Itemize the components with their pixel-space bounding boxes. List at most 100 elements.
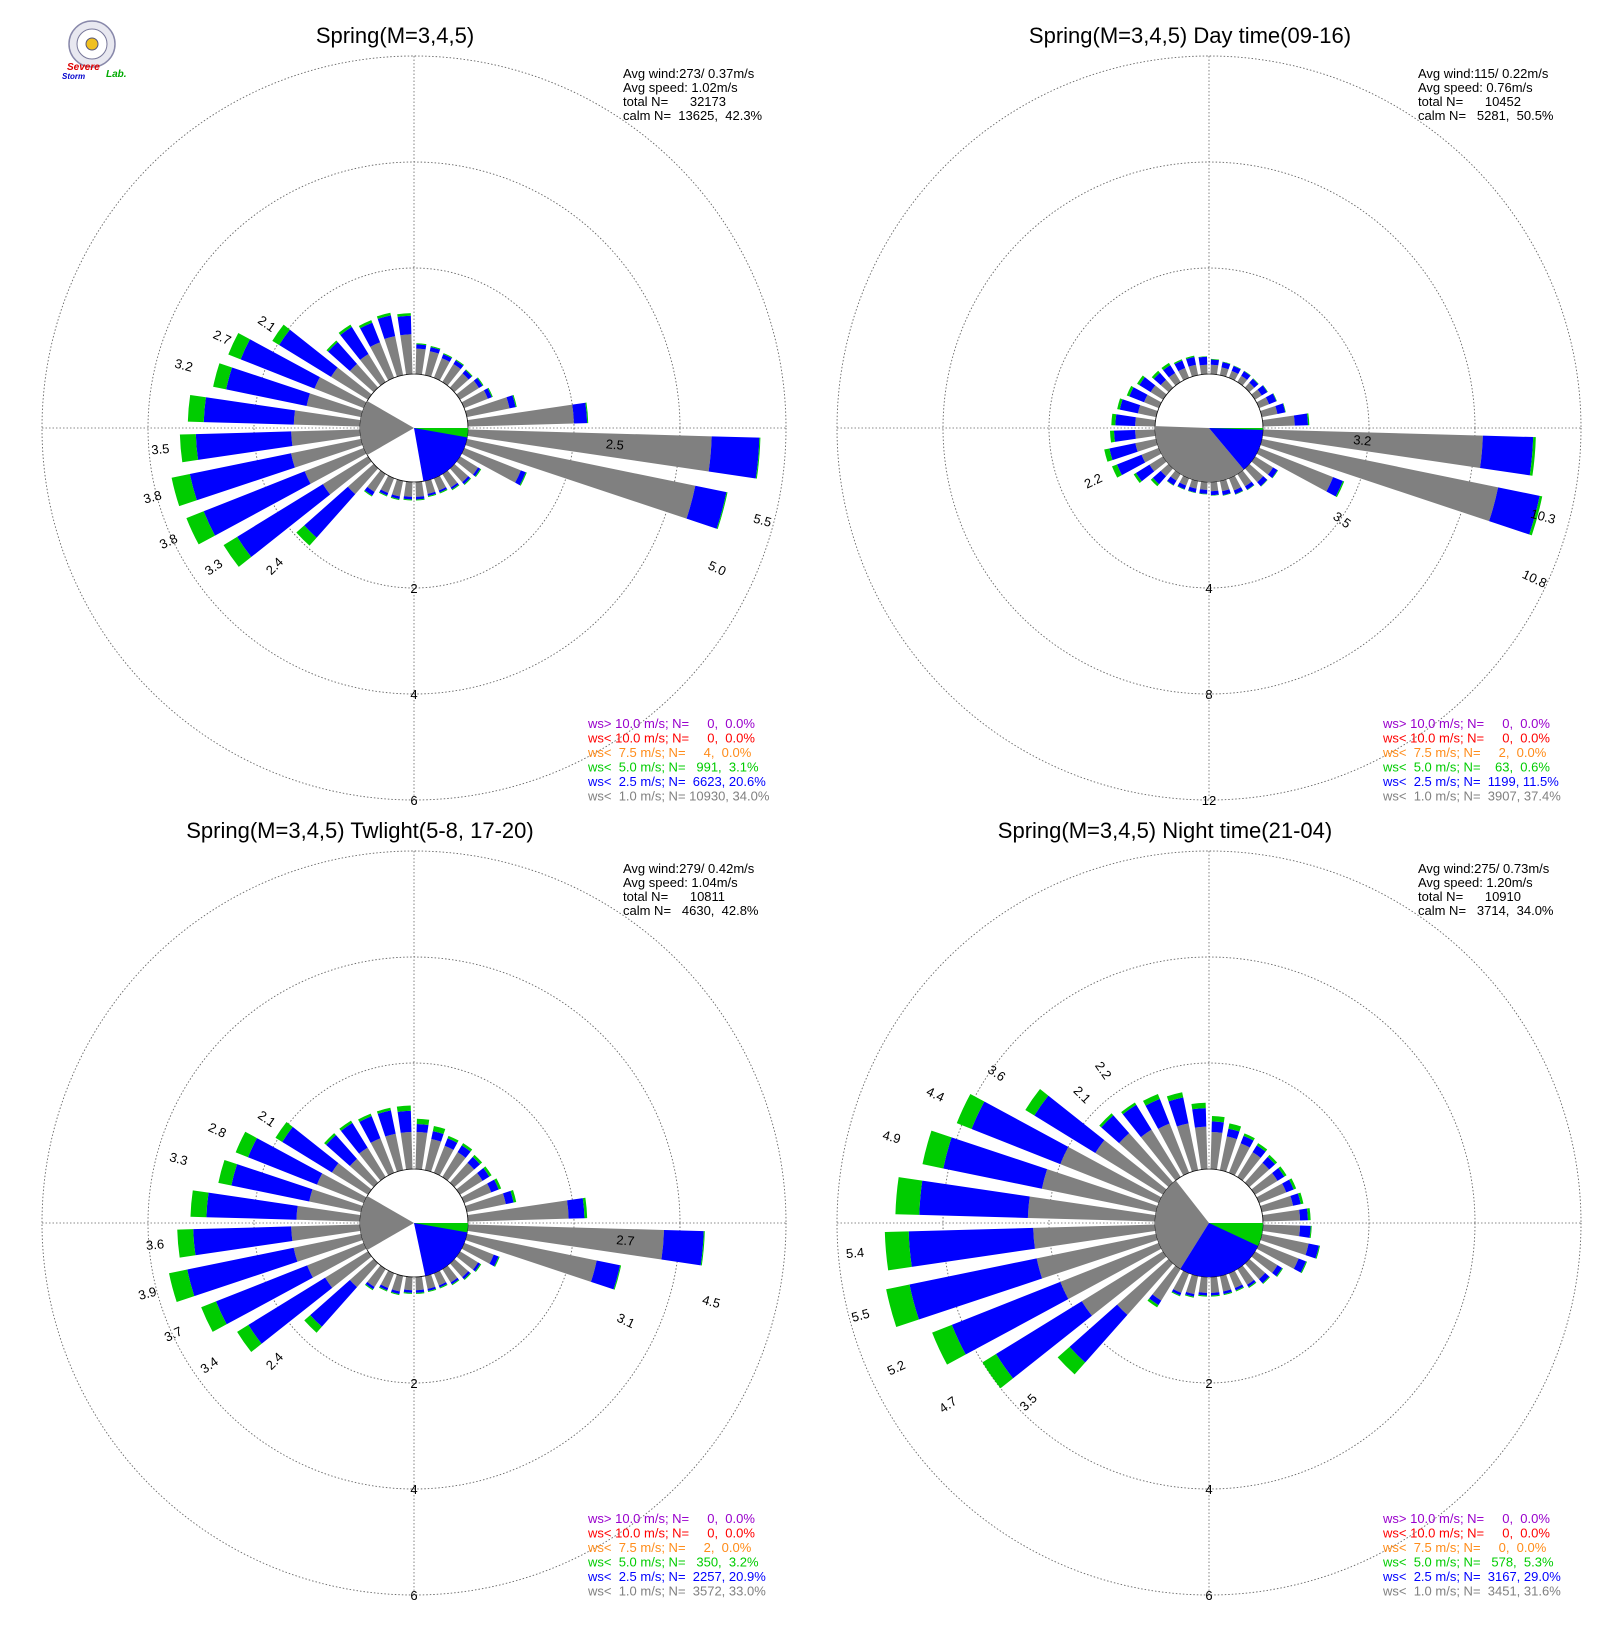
panel-spring-nighttime: Spring(M=3,4,5) Night time(21-04) 2 4 6 … bbox=[836, 818, 1582, 1603]
stat-total: total N= 10910 bbox=[1418, 889, 1521, 904]
petal-segment-lt1 bbox=[1210, 481, 1219, 492]
petal-segment-lt1 bbox=[1262, 1209, 1301, 1222]
petal-segment-lt2-5 bbox=[686, 485, 727, 529]
petal-segment-lt2-5 bbox=[403, 1289, 413, 1293]
petal-segment-lt1 bbox=[1137, 405, 1158, 418]
petal-segment-lt1 bbox=[1189, 479, 1199, 489]
petal-segment-lt5 bbox=[982, 1354, 1013, 1389]
petal-segment-lt2-5 bbox=[908, 1227, 1035, 1267]
petal-segment-lt2-5 bbox=[1163, 365, 1176, 378]
petal-segment-lt2-5 bbox=[1272, 1265, 1283, 1277]
petal-segment-lt2-5 bbox=[195, 431, 293, 460]
petal-segment-lt1 bbox=[1219, 367, 1229, 377]
petal-segment-lt1 bbox=[403, 481, 413, 497]
ring-label: 4 bbox=[1205, 1482, 1212, 1497]
petal-tip-label: 2.8 bbox=[206, 1120, 229, 1141]
petal-segment-lt2-5 bbox=[477, 1168, 490, 1181]
petal-segment-lt5 bbox=[1256, 1143, 1268, 1152]
petal-segment-lt1 bbox=[449, 463, 469, 483]
petal-segment-lt5 bbox=[326, 340, 338, 352]
petal-segment-lt5 bbox=[358, 320, 373, 329]
petal-segment-lt5 bbox=[1262, 385, 1268, 393]
petal-segment-lt2-5 bbox=[1272, 1168, 1285, 1181]
legend-entry: ws< 1.0 m/s; N= 3572, 33.0% bbox=[587, 1584, 766, 1599]
petal-segment-lt2-5 bbox=[1192, 1108, 1207, 1128]
petal-segment-lt1 bbox=[1036, 1233, 1158, 1279]
petal-segment-lt5 bbox=[475, 1263, 482, 1273]
calm-pie-lt5 bbox=[414, 1223, 468, 1233]
legend-entry: ws< 5.0 m/s; N= 991, 3.1% bbox=[587, 760, 759, 775]
petal-segment-lt2-5 bbox=[360, 322, 381, 347]
petal-segment-lt1 bbox=[367, 470, 386, 493]
petal-segment-lt2-5 bbox=[379, 489, 389, 496]
petal-segment-lt2-5 bbox=[377, 315, 396, 340]
petal-segment-lt5 bbox=[439, 489, 448, 494]
petal-tip-label: 3.5 bbox=[151, 441, 170, 458]
petal-segment-lt1 bbox=[1041, 1169, 1158, 1213]
calm-pie-lt1 bbox=[359, 1196, 414, 1250]
petal-segment-lt5 bbox=[1185, 355, 1195, 360]
panel-title: Spring(M=3,4,5) Twlight(5-8, 17-20) bbox=[186, 818, 533, 843]
petal-segment-lt5 bbox=[1315, 1245, 1321, 1259]
petal-segment-lt2-5 bbox=[457, 1145, 471, 1158]
petal-tip-label: 2.1 bbox=[255, 1107, 278, 1130]
petal-segment-lt2-5 bbox=[1185, 1291, 1195, 1297]
petal-segment-lt1 bbox=[1160, 379, 1174, 393]
petal-segment-lt2-5 bbox=[1299, 1225, 1311, 1238]
petal-labels: 2.5 5.5 5.0 2.4 3.3 3.8 3.8 3.5 3.2 2.7 2.1 bbox=[142, 312, 773, 578]
petal-segment-lt5 bbox=[1248, 1281, 1257, 1288]
petal-segment-lt5 bbox=[403, 498, 412, 501]
legend-entry: ws< 10.0 m/s; N= 0, 0.0% bbox=[1382, 731, 1550, 746]
petal-segment-lt5 bbox=[510, 1190, 517, 1203]
petal-segment-lt5 bbox=[378, 1286, 388, 1292]
petal-segment-lt2-5 bbox=[472, 467, 481, 477]
petals bbox=[171, 312, 761, 567]
petal-segment-lt5 bbox=[416, 343, 427, 346]
petal-segment-lt1 bbox=[291, 1224, 361, 1241]
petal-segment-lt1 bbox=[467, 1200, 569, 1222]
petal-segment-lt1 bbox=[314, 377, 367, 409]
petal-segment-lt2-5 bbox=[1069, 1304, 1128, 1363]
petal-segment-lt5 bbox=[1252, 378, 1259, 385]
petal-segment-lt2-5 bbox=[416, 344, 427, 350]
petal-segment-lt5 bbox=[1150, 477, 1160, 487]
stat-avg-wind: Avg wind:279/ 0.42m/s bbox=[623, 861, 755, 876]
stat-avg-speed: Avg speed: 1.04m/s bbox=[623, 875, 738, 890]
petal-segment-lt2-5 bbox=[661, 1229, 704, 1266]
petal-segment-lt5 bbox=[519, 472, 527, 486]
petal-segment-lt1 bbox=[433, 1270, 446, 1286]
stat-avg-speed: Avg speed: 1.20m/s bbox=[1418, 875, 1533, 890]
stat-avg-speed: Avg speed: 0.76m/s bbox=[1418, 80, 1533, 95]
petal-segment-lt1 bbox=[1244, 463, 1264, 483]
petal-segment-lt1 bbox=[442, 363, 461, 386]
petal-segment-lt2-5 bbox=[240, 339, 320, 389]
legend-entry: ws< 7.5 m/s; N= 2, 0.0% bbox=[587, 1540, 752, 1555]
petal-tip-label: 4.4 bbox=[924, 1084, 947, 1105]
ring-labels: 2 4 6 bbox=[1205, 1376, 1212, 1603]
legend-entry: ws< 1.0 m/s; N= 3451, 31.6% bbox=[1382, 1584, 1561, 1599]
petal-segment-lt1 bbox=[1228, 1270, 1243, 1288]
petal-tip-label: 3.5 bbox=[1330, 509, 1353, 532]
legend: ws> 10.0 m/s; N= 0, 0.0%ws< 10.0 m/s; N=… bbox=[587, 1511, 766, 1599]
calm-circle bbox=[1154, 373, 1264, 483]
petal-segment-lt5 bbox=[1243, 1133, 1255, 1141]
petal-segment-lt1 bbox=[1170, 470, 1181, 481]
petal-segment-lt2-5 bbox=[429, 347, 441, 354]
stat-avg-speed: Avg speed: 1.02m/s bbox=[623, 80, 738, 95]
legend-entry: ws< 5.0 m/s; N= 350, 3.2% bbox=[587, 1555, 759, 1570]
petal-segment-lt5 bbox=[1151, 370, 1160, 379]
calm-circle bbox=[359, 373, 469, 483]
petal-segment-lt1 bbox=[456, 456, 479, 475]
petal-segment-lt2-5 bbox=[909, 1258, 1043, 1320]
stat-avg-wind: Avg wind:275/ 0.73m/s bbox=[1418, 861, 1550, 876]
petal-segment-lt5 bbox=[483, 1166, 492, 1177]
petal-segment-lt2-5 bbox=[189, 453, 295, 501]
petal-segment-lt5 bbox=[416, 498, 425, 501]
petal-segment-lt5 bbox=[1306, 413, 1310, 426]
legend-entry: ws< 7.5 m/s; N= 2, 0.0% bbox=[1382, 745, 1547, 760]
petal-segment-lt2-5 bbox=[377, 1110, 396, 1137]
ring-labels: 4 8 12 bbox=[1202, 581, 1216, 808]
petal-segment-lt1 bbox=[370, 342, 395, 381]
petal-segment-lt2-5 bbox=[1241, 371, 1251, 380]
petal-segment-lt1 bbox=[1178, 367, 1190, 381]
